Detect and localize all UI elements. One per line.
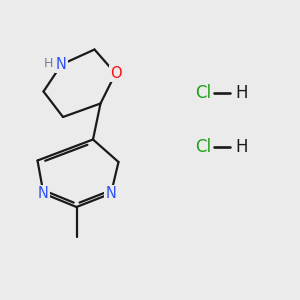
Text: H: H (236, 138, 248, 156)
Text: N: N (106, 186, 116, 201)
Text: Cl: Cl (195, 84, 211, 102)
Text: N: N (56, 57, 67, 72)
Text: H: H (236, 84, 248, 102)
Text: H: H (44, 56, 54, 70)
Text: N: N (38, 186, 49, 201)
Text: Cl: Cl (195, 138, 211, 156)
Text: O: O (110, 66, 121, 81)
